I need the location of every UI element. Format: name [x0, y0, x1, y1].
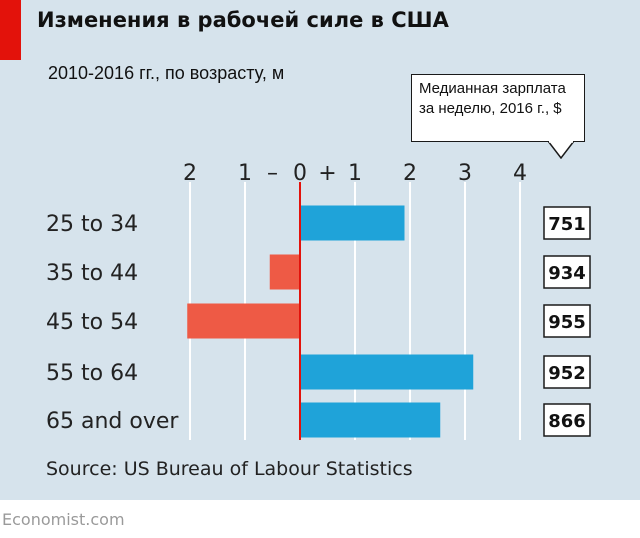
axis-tick-label: 4 [513, 161, 527, 186]
wage-value: 751 [548, 214, 586, 235]
callout-line-1: Медианная зарплата [419, 80, 566, 97]
wage-box [543, 403, 591, 437]
brand-red-tab [0, 0, 21, 60]
chart-title: Изменения в рабочей силе в США [37, 8, 449, 32]
bar [187, 303, 300, 339]
axis-tick-label: – [267, 161, 278, 186]
wage-value: 952 [548, 363, 586, 384]
wage-value: 955 [548, 312, 586, 333]
wage-box [543, 206, 591, 240]
category-label: 35 to 44 [46, 261, 138, 286]
bar [269, 254, 300, 290]
bar [300, 205, 405, 241]
bar [300, 354, 474, 390]
axis-tick-label: + [318, 161, 336, 186]
category-label: 25 to 34 [46, 212, 138, 237]
axis-tick-label: 2 [183, 161, 197, 186]
median-wage-callout: Медианная зарплата за неделю, 2016 г., $ [411, 74, 585, 142]
axis-tick-label: 1 [238, 161, 252, 186]
source-note: Source: US Bureau of Labour Statistics [46, 458, 413, 480]
bar [300, 402, 441, 438]
axis-tick-label: 2 [403, 161, 417, 186]
axis-tick-label: 3 [458, 161, 472, 186]
category-label: 55 to 64 [46, 361, 138, 386]
footer-bar [0, 500, 640, 538]
chart-subtitle: 2010-2016 гг., по возрасту, м [48, 63, 285, 83]
category-label: 45 to 54 [46, 310, 138, 335]
economist-logo-text: Economist.com [2, 510, 125, 529]
wage-box [543, 355, 591, 389]
axis-tick-label: 1 [348, 161, 362, 186]
category-label: 65 and over [46, 409, 179, 434]
wage-value: 866 [548, 411, 586, 432]
axis-tick-label: 0 [293, 161, 307, 186]
wage-box [543, 304, 591, 338]
callout-pointer [548, 141, 574, 159]
wage-value: 934 [548, 263, 586, 284]
callout-line-2: за неделю, 2016 г., $ [419, 100, 562, 117]
wage-box [543, 255, 591, 289]
